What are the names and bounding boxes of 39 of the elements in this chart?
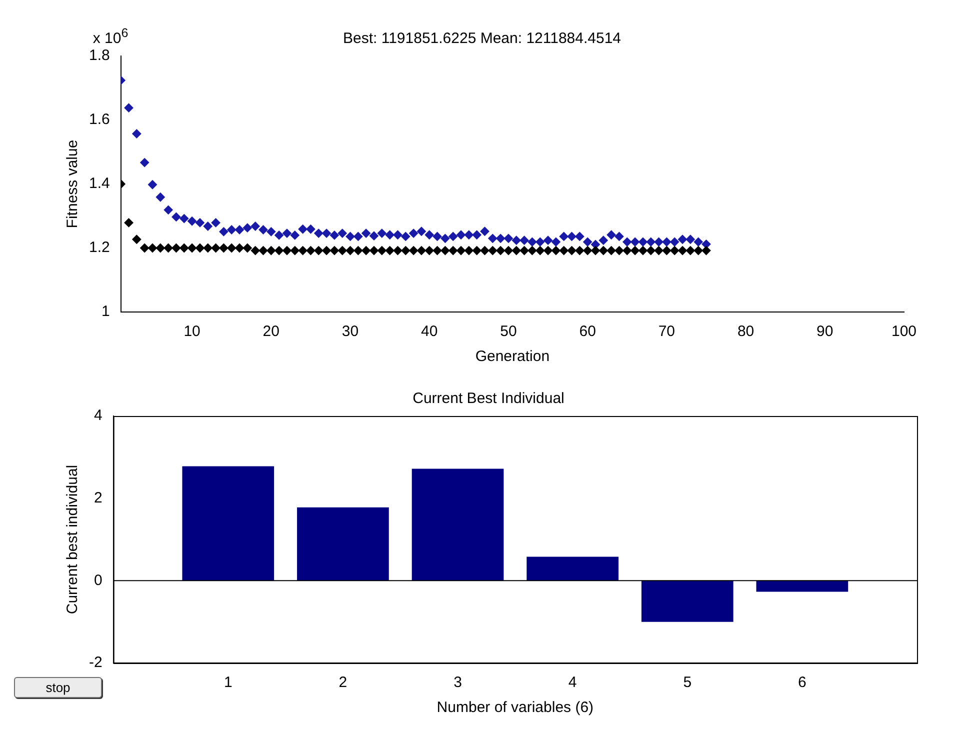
x-tick-label: 40 xyxy=(421,323,438,340)
x-tick-label: 50 xyxy=(500,323,517,340)
y-axis-title: Fitness value xyxy=(64,140,82,228)
y-axis-title: Current best individual xyxy=(64,464,82,614)
chart-title: Best: 1191851.6225 Mean: 1211884.4514 xyxy=(342,30,622,48)
bar xyxy=(641,580,734,622)
x-tick-label: 80 xyxy=(737,323,754,340)
bar xyxy=(297,507,389,581)
x-tick-label: 20 xyxy=(262,323,280,340)
x-tick-label: 3 xyxy=(454,674,462,692)
x-tick-label: 1 xyxy=(224,674,232,692)
bar xyxy=(412,468,504,581)
bar xyxy=(756,580,848,592)
x-tick-label: 5 xyxy=(683,674,692,692)
y-tick-label: 1.6 xyxy=(88,111,110,128)
bar xyxy=(526,556,618,581)
chart-title: Current Best Individual xyxy=(412,390,564,408)
x-axis-title: Number of variables (6) xyxy=(436,699,594,716)
x-tick-label: 100 xyxy=(891,323,917,340)
y-tick-label: 1.8 xyxy=(88,47,110,64)
x-tick-label: 60 xyxy=(579,323,596,340)
y-tick-label: 1.4 xyxy=(88,175,110,192)
y-tick-label: 1.2 xyxy=(88,239,110,256)
y-tick-label: 1 xyxy=(102,303,110,320)
x-tick-label: 6 xyxy=(798,674,806,692)
x-tick-label: 10 xyxy=(184,323,200,340)
y-tick-label: -2 xyxy=(88,654,102,672)
x-axis-title: Generation xyxy=(475,348,550,366)
stop-button: stop xyxy=(14,677,102,698)
x-tick-label: 70 xyxy=(658,323,676,340)
text: x 10$^{6}$ xyxy=(92,26,128,47)
bar xyxy=(182,466,274,581)
y-tick-label: 2 xyxy=(94,489,102,506)
x-tick-label: 90 xyxy=(816,323,834,340)
x-tick-label: 4 xyxy=(568,674,577,692)
y-tick-label: 4 xyxy=(94,407,102,424)
y-tick-label: 0 xyxy=(94,572,102,589)
x-tick-label: 30 xyxy=(342,323,359,340)
x-tick-label: 2 xyxy=(338,674,348,692)
